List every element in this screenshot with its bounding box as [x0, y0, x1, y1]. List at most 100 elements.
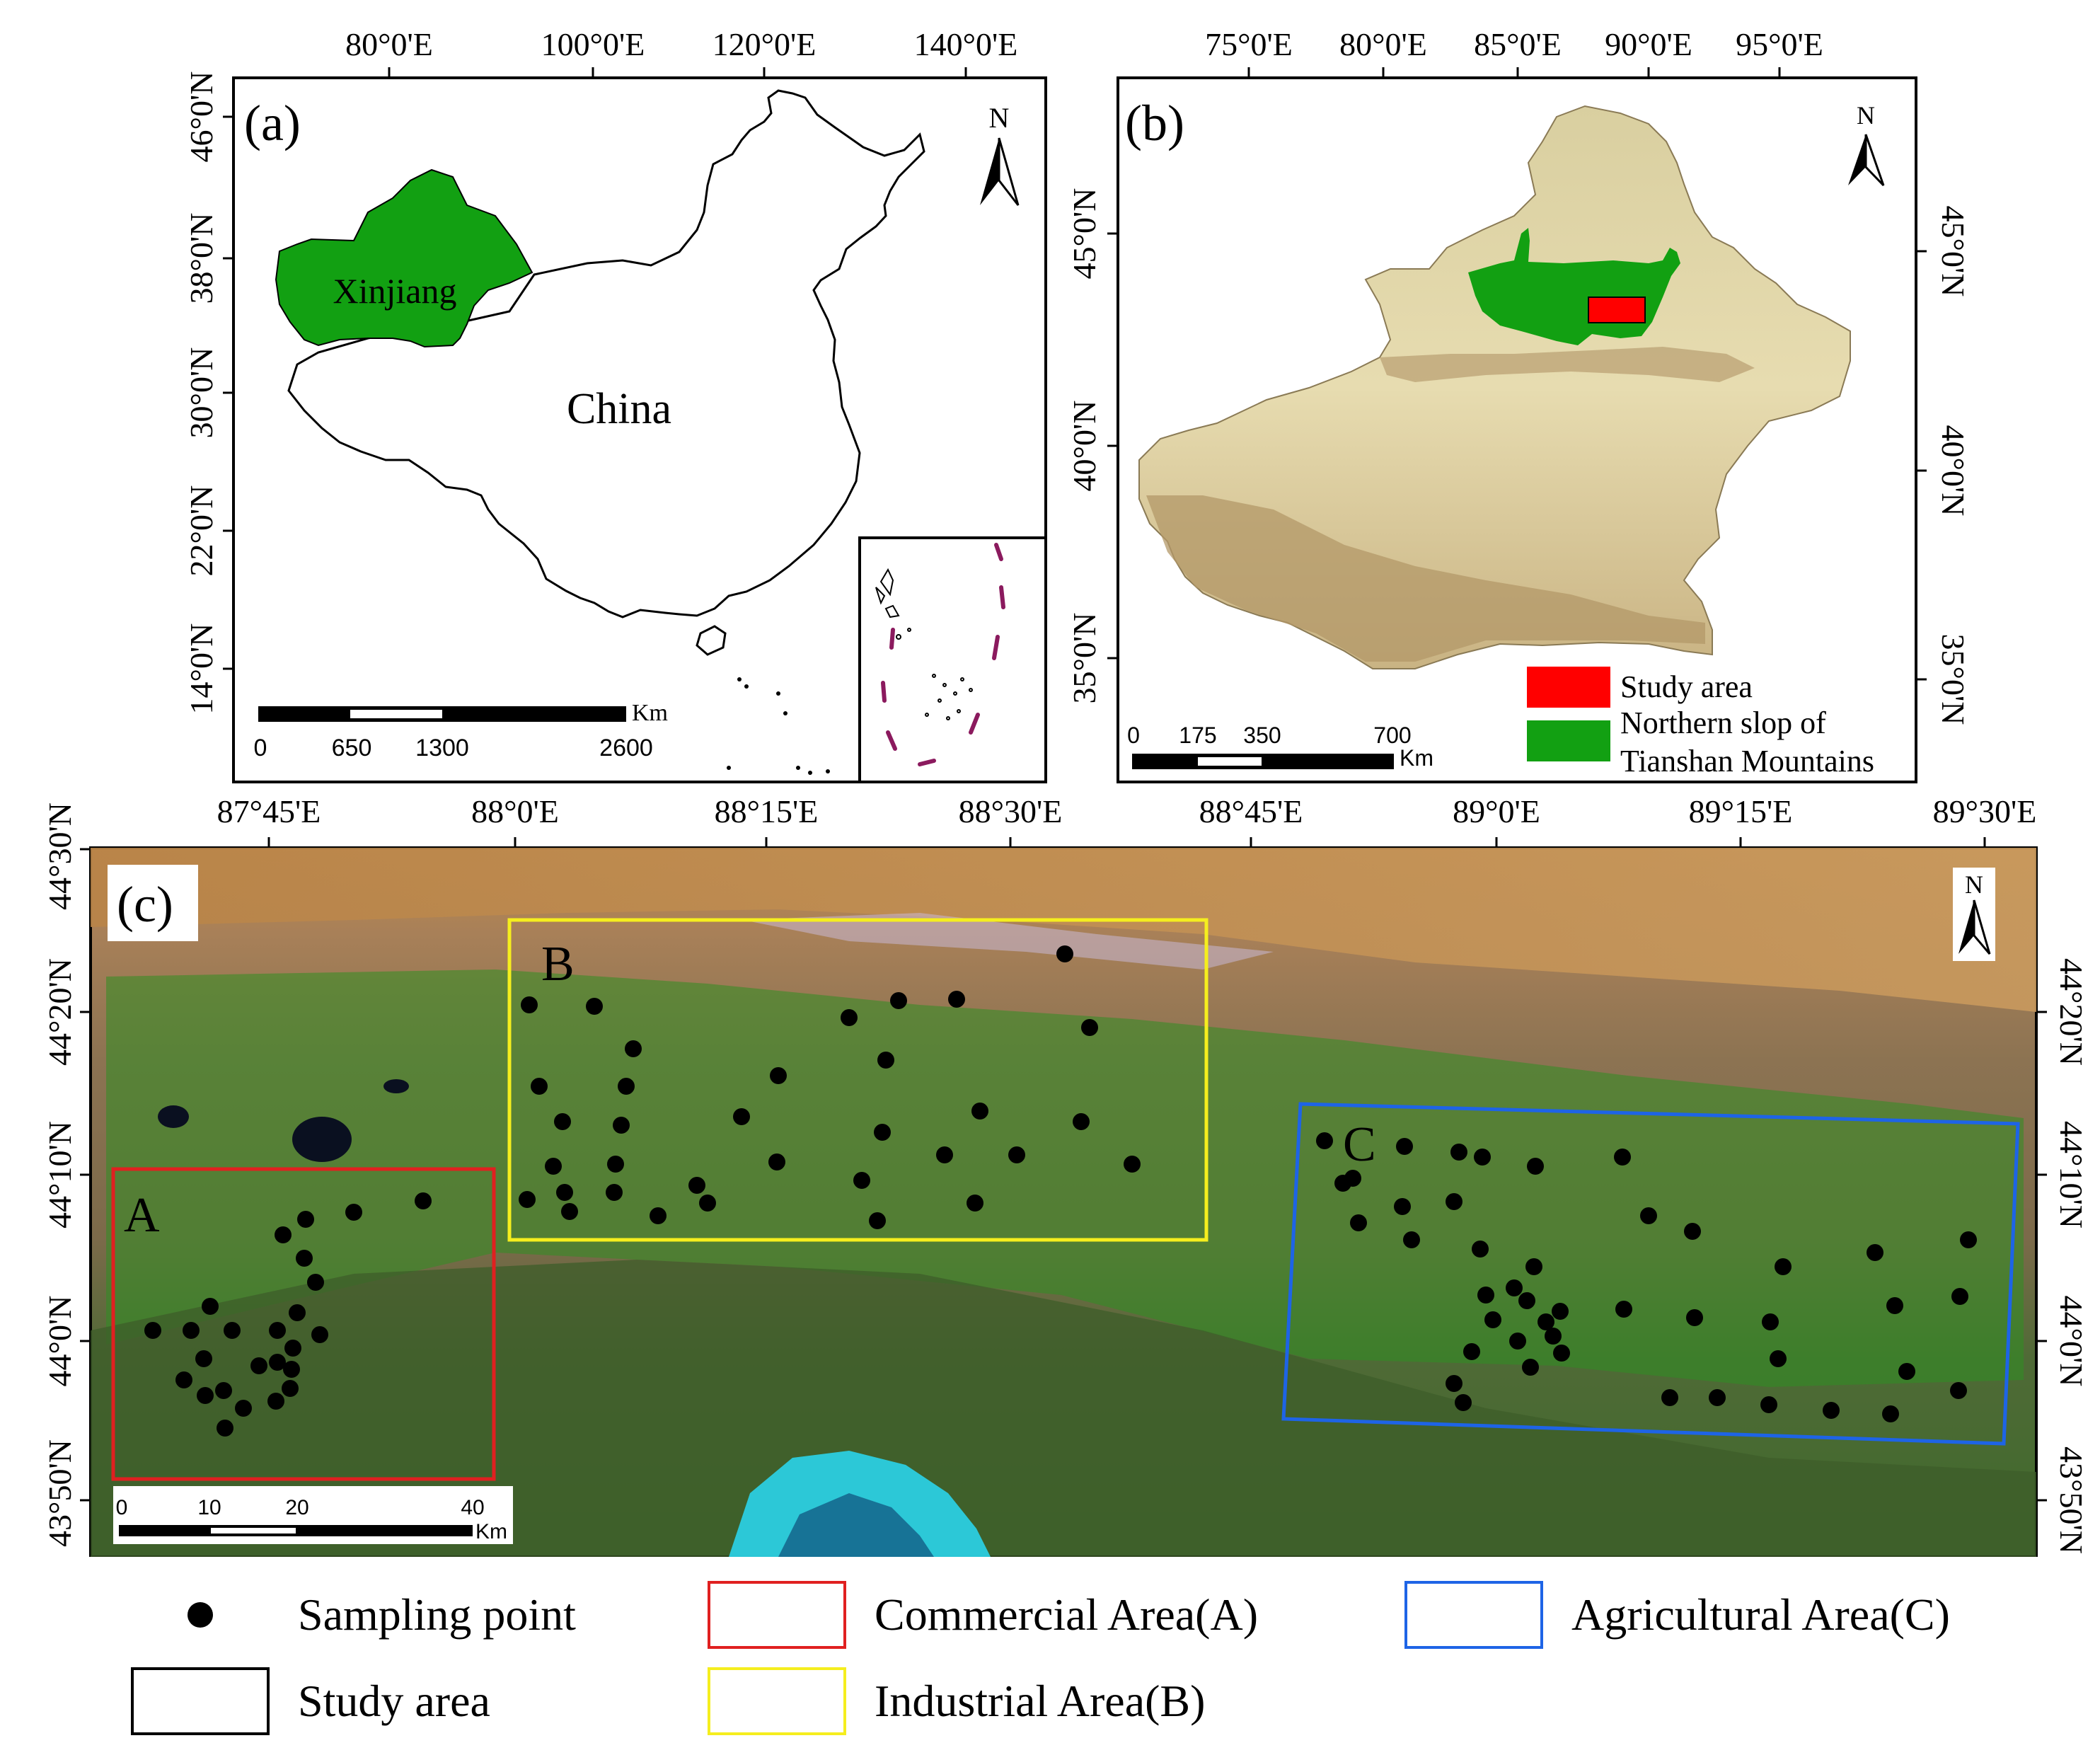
- area-c-label: C: [1343, 1117, 1376, 1172]
- sampling-point: [296, 1250, 313, 1267]
- legend-commercial: Commercial Area(A): [708, 1581, 1258, 1649]
- scale-tick: 650: [332, 735, 372, 761]
- panel-b-label: (b): [1125, 95, 1184, 151]
- legend-sampling-point: Sampling point: [131, 1581, 576, 1649]
- study-area-marker: [1588, 297, 1646, 323]
- panel-c-lon-tick: 88°0'E: [471, 793, 559, 829]
- sampling-point: [1522, 1359, 1539, 1376]
- panel-c-lat-tick: 43°50'N: [42, 1439, 78, 1547]
- sampling-point: [1509, 1333, 1526, 1350]
- sampling-point: [1760, 1396, 1777, 1413]
- sampling-point: [1525, 1258, 1542, 1275]
- sampling-point: [625, 1040, 642, 1057]
- commercial-area-box: [111, 1167, 496, 1481]
- panel-c-scale-bar: Km 0 10 20 40: [113, 1486, 513, 1544]
- sampling-point: [1960, 1231, 1977, 1248]
- sampling-point: [217, 1420, 233, 1437]
- sampling-point: [1898, 1363, 1915, 1380]
- panel-c-label-box: [108, 865, 198, 941]
- panel-a-scale-bar: Km 0 650 1300 2600: [254, 700, 668, 761]
- north-label: N: [989, 102, 1010, 134]
- sampling-point: [1538, 1313, 1554, 1330]
- panel-c-lon-tick: 89°15'E: [1689, 793, 1793, 829]
- sampling-point: [1344, 1170, 1361, 1187]
- panel-a-lon-tick: 140°0'E: [914, 26, 1018, 62]
- sampling-point: [1545, 1328, 1562, 1345]
- panel-c-lon-tick: 87°45'E: [217, 793, 321, 829]
- panel-a-lon-tick: 120°0'E: [712, 26, 817, 62]
- sampling-point: [415, 1192, 432, 1209]
- commercial-swatch: [708, 1581, 846, 1649]
- panel-a-lon-tick: 80°0'E: [345, 26, 433, 62]
- area-b-label: B: [541, 937, 575, 991]
- sampling-point: [688, 1177, 705, 1194]
- sampling-point: [1081, 1019, 1098, 1036]
- scale-tick: 20: [285, 1496, 308, 1519]
- sampling-point: [561, 1203, 578, 1220]
- legend-label: Sampling point: [298, 1589, 576, 1640]
- sampling-point: [853, 1172, 870, 1189]
- sampling-point: [289, 1304, 306, 1321]
- sampling-point: [197, 1387, 214, 1404]
- panel-a-lat-tick: 30°0'N: [183, 347, 219, 439]
- sampling-point: [936, 1146, 953, 1163]
- scale-unit: Km: [475, 1520, 507, 1543]
- sampling-point-swatch: [131, 1581, 270, 1649]
- sampling-point: [770, 1067, 787, 1084]
- sampling-point: [948, 991, 965, 1008]
- sampling-point: [1951, 1288, 1968, 1305]
- panel-b-lon-tick: 75°0'E: [1205, 26, 1293, 62]
- panel-c-lat-tick: 44°10'N: [42, 1121, 78, 1228]
- south-china-sea-inset: [858, 536, 1047, 783]
- sampling-point: [235, 1400, 252, 1417]
- panel-b-lon-tick: 90°0'E: [1605, 26, 1692, 62]
- sampling-point: [345, 1204, 362, 1221]
- sampling-point: [1484, 1311, 1501, 1328]
- sampling-point: [1124, 1156, 1141, 1173]
- sampling-point: [307, 1274, 324, 1291]
- sampling-point: [1474, 1149, 1491, 1166]
- sampling-point: [1350, 1214, 1367, 1231]
- sampling-point: [1073, 1113, 1090, 1130]
- sampling-point: [282, 1380, 299, 1397]
- legend-label: Industrial Area(B): [875, 1676, 1206, 1726]
- panel-c-lat-tick: 44°30'N: [42, 802, 78, 910]
- sampling-point: [1472, 1241, 1489, 1258]
- lake: [158, 1105, 189, 1128]
- sampling-point: [1762, 1313, 1779, 1330]
- panel-c-lat-tick-right: 43°50'N: [2053, 1446, 2089, 1554]
- sampling-point: [877, 1052, 894, 1069]
- panel-b-lon-tick: 95°0'E: [1736, 26, 1823, 62]
- panel-c-lat-tick: 44°0'N: [42, 1296, 78, 1387]
- panel-b-lat-tick-right: 40°0'N: [1935, 425, 1971, 517]
- sampling-point: [144, 1322, 161, 1339]
- slope-legend-label: Tianshan Mountains: [1620, 744, 1874, 778]
- china-label: China: [567, 385, 671, 433]
- scale-tick: 1300: [415, 735, 469, 761]
- agricultural-swatch: [1404, 1581, 1543, 1649]
- panel-b-lat-tick: 40°0'N: [1066, 401, 1102, 492]
- sampling-point: [215, 1382, 232, 1399]
- figure-legend: Sampling point Commercial Area(A) Agricu…: [0, 1557, 2100, 1755]
- scale-tick: 350: [1243, 723, 1281, 748]
- sampling-point: [202, 1298, 219, 1315]
- sampling-point: [1506, 1279, 1523, 1296]
- sampling-point: [1640, 1207, 1657, 1224]
- sampling-point: [586, 998, 603, 1015]
- sampling-point: [531, 1078, 548, 1095]
- sampling-point: [556, 1184, 573, 1201]
- scale-tick: 0: [254, 735, 267, 761]
- legend-study-area: Study area: [131, 1667, 490, 1735]
- sampling-point: [1882, 1405, 1899, 1422]
- sampling-point: [1477, 1287, 1494, 1304]
- slope-legend-label: Northern slop of: [1620, 706, 1826, 740]
- panel-c-lon-tick: 89°30'E: [1933, 793, 2037, 829]
- sampling-point: [1709, 1389, 1726, 1406]
- sampling-point: [1394, 1198, 1411, 1215]
- panel-b-lat-tick-right: 35°0'N: [1935, 634, 1971, 725]
- sampling-point: [1886, 1297, 1903, 1314]
- desert-band: [91, 848, 2036, 1012]
- sampling-point: [1614, 1149, 1631, 1166]
- sampling-point: [874, 1124, 891, 1141]
- panel-b-north-arrow: N: [1848, 101, 1885, 187]
